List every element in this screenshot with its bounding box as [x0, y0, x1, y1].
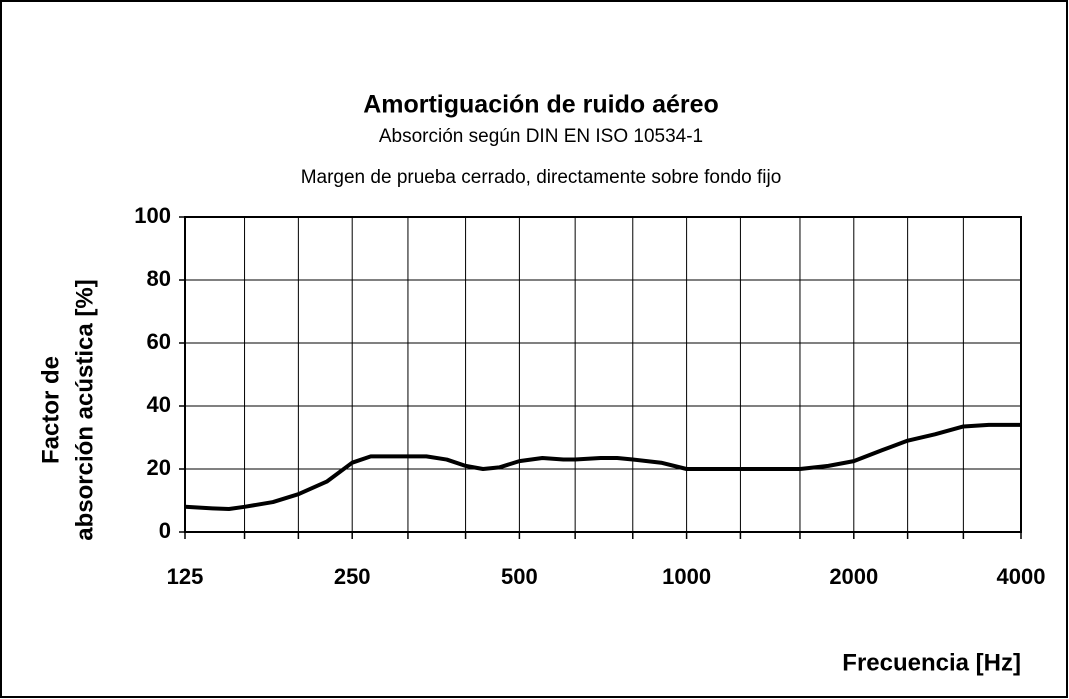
subtitle: Absorción según DIN EN ISO 10534-1 [379, 126, 703, 147]
y-tick-label: 0 [159, 518, 171, 543]
y-tick-label: 20 [147, 455, 171, 480]
x-tick-label: 1000 [662, 564, 711, 589]
y-axis-label: absorción acústica [%] [71, 279, 98, 540]
data-line [184, 422, 1021, 512]
y-tick-label: 60 [147, 329, 171, 354]
x-axis-label: Frecuencia [Hz] [842, 649, 1021, 676]
y-tick-label: 40 [147, 392, 171, 417]
y-tick-label: 80 [147, 266, 171, 291]
y-tick-label: 100 [134, 203, 171, 228]
plot-border [184, 216, 1022, 533]
y-axis-label: Factor de [37, 356, 64, 464]
x-tick-label: 500 [501, 564, 538, 589]
x-tick-label: 4000 [997, 564, 1046, 589]
x-tick-label: 2000 [829, 564, 878, 589]
subtitle: Margen de prueba cerrado, directamente s… [301, 167, 782, 188]
x-tick-label: 250 [334, 564, 371, 589]
chart-title: Amortiguación de ruido aéreo [363, 91, 719, 119]
x-tick-label: 125 [167, 564, 204, 589]
